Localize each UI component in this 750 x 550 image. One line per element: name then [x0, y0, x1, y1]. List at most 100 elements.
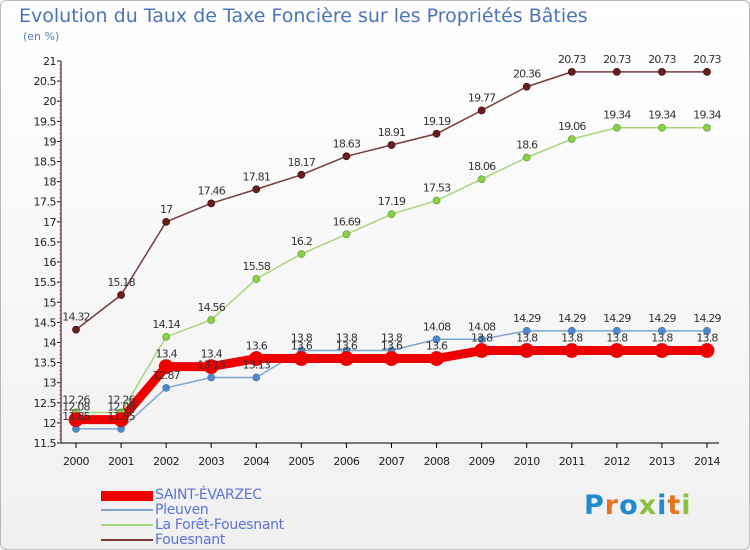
data-label: 14.29	[513, 312, 541, 325]
legend-swatch	[101, 524, 153, 526]
y-tick-label: 16.5	[34, 236, 57, 249]
data-point	[203, 359, 219, 375]
x-tick-label: 2001	[108, 455, 134, 468]
data-point	[162, 384, 171, 392]
data-point	[252, 373, 261, 382]
data-label: 11.85	[62, 410, 90, 423]
data-point	[612, 123, 621, 132]
y-tick-label: 14	[43, 336, 56, 349]
data-point	[342, 152, 351, 161]
data-point	[113, 412, 129, 428]
data-label: 17.53	[423, 182, 451, 195]
data-point	[567, 67, 576, 76]
y-tick-label: 12	[43, 417, 56, 430]
data-label: 14.29	[648, 312, 676, 325]
data-label: 13.8	[471, 332, 493, 345]
data-point	[703, 326, 711, 335]
data-label: 13.4	[155, 348, 177, 361]
data-label: 13.8	[561, 332, 583, 345]
data-point	[207, 316, 216, 324]
logo-letter: i	[657, 490, 668, 521]
x-tick-label: 2013	[649, 455, 675, 468]
data-label: 19.19	[423, 115, 451, 128]
data-point	[72, 325, 80, 334]
data-label: 11.85	[107, 410, 135, 423]
data-label: 14.08	[423, 320, 451, 333]
x-tick-label: 2003	[198, 455, 224, 468]
data-label: 12.26	[107, 393, 135, 406]
legend-label: La Forêt-Fouesnant	[155, 517, 284, 533]
data-point	[297, 250, 306, 258]
data-label: 13.13	[197, 358, 225, 371]
data-label: 18.17	[288, 156, 316, 169]
data-label: 18.63	[333, 137, 361, 150]
x-tick-label: 2009	[469, 455, 495, 468]
x-tick-label: 2000	[63, 455, 89, 468]
data-point	[658, 123, 666, 132]
y-tick-label: 19	[43, 135, 56, 148]
data-label: 13.6	[426, 340, 448, 353]
data-point	[158, 359, 174, 375]
data-label: 13.6	[246, 340, 268, 353]
y-tick-label: 16	[43, 256, 56, 269]
y-tick-label: 14.5	[34, 316, 57, 329]
y-tick-label: 17.5	[34, 196, 57, 209]
data-point	[207, 373, 216, 382]
data-point	[703, 123, 711, 132]
data-label: 14.08	[468, 320, 496, 333]
data-point	[432, 335, 441, 344]
data-point	[384, 351, 399, 366]
legend-label: Fouesnant	[155, 532, 226, 548]
data-label: 14.32	[62, 311, 90, 324]
data-label: 13.4	[201, 348, 223, 361]
x-tick-label: 2011	[559, 455, 585, 468]
data-label: 14.29	[558, 312, 586, 325]
legend-swatch	[101, 491, 153, 501]
data-label: 19.34	[693, 109, 721, 122]
data-point	[477, 106, 486, 115]
data-label: 16.2	[291, 235, 312, 248]
data-point	[474, 343, 490, 358]
data-label: 12.08	[107, 401, 135, 414]
data-label: 14.14	[152, 318, 180, 331]
data-point	[609, 343, 625, 358]
data-label: 18.06	[468, 160, 496, 173]
data-point	[342, 230, 351, 239]
data-label: 19.34	[648, 109, 676, 122]
y-tick-label: 12.5	[34, 397, 57, 410]
data-point	[477, 175, 486, 184]
y-tick-label: 11.5	[34, 437, 57, 450]
data-label: 12.08	[62, 401, 90, 414]
data-point	[612, 326, 621, 335]
data-label: 18.91	[378, 126, 406, 139]
data-label: 17.19	[378, 195, 406, 208]
x-tick-label: 2004	[243, 455, 269, 468]
x-tick-label: 2007	[379, 455, 405, 468]
y-tick-label: 17	[43, 216, 56, 229]
data-label: 17.81	[243, 170, 271, 183]
data-point	[117, 291, 125, 299]
data-point	[297, 170, 306, 179]
data-point	[252, 185, 261, 194]
y-tick-label: 15.5	[34, 276, 57, 289]
data-label: 20.73	[558, 53, 586, 66]
data-label: 13.8	[336, 332, 358, 345]
x-tick-label: 2005	[288, 455, 314, 468]
data-point	[699, 343, 715, 358]
data-label: 20.36	[513, 68, 541, 81]
data-point	[522, 82, 531, 91]
data-point	[293, 351, 309, 366]
data-label: 13.8	[291, 332, 313, 345]
data-label: 13.6	[381, 340, 403, 353]
data-point	[522, 153, 531, 162]
data-point	[252, 275, 261, 283]
x-tick-label: 2006	[333, 455, 359, 468]
y-tick-label: 19.5	[34, 115, 57, 128]
legend-swatch	[101, 509, 153, 511]
data-label: 19.77	[468, 91, 496, 104]
data-point	[658, 326, 666, 335]
data-point	[519, 343, 535, 358]
data-label: 18.6	[516, 139, 538, 152]
